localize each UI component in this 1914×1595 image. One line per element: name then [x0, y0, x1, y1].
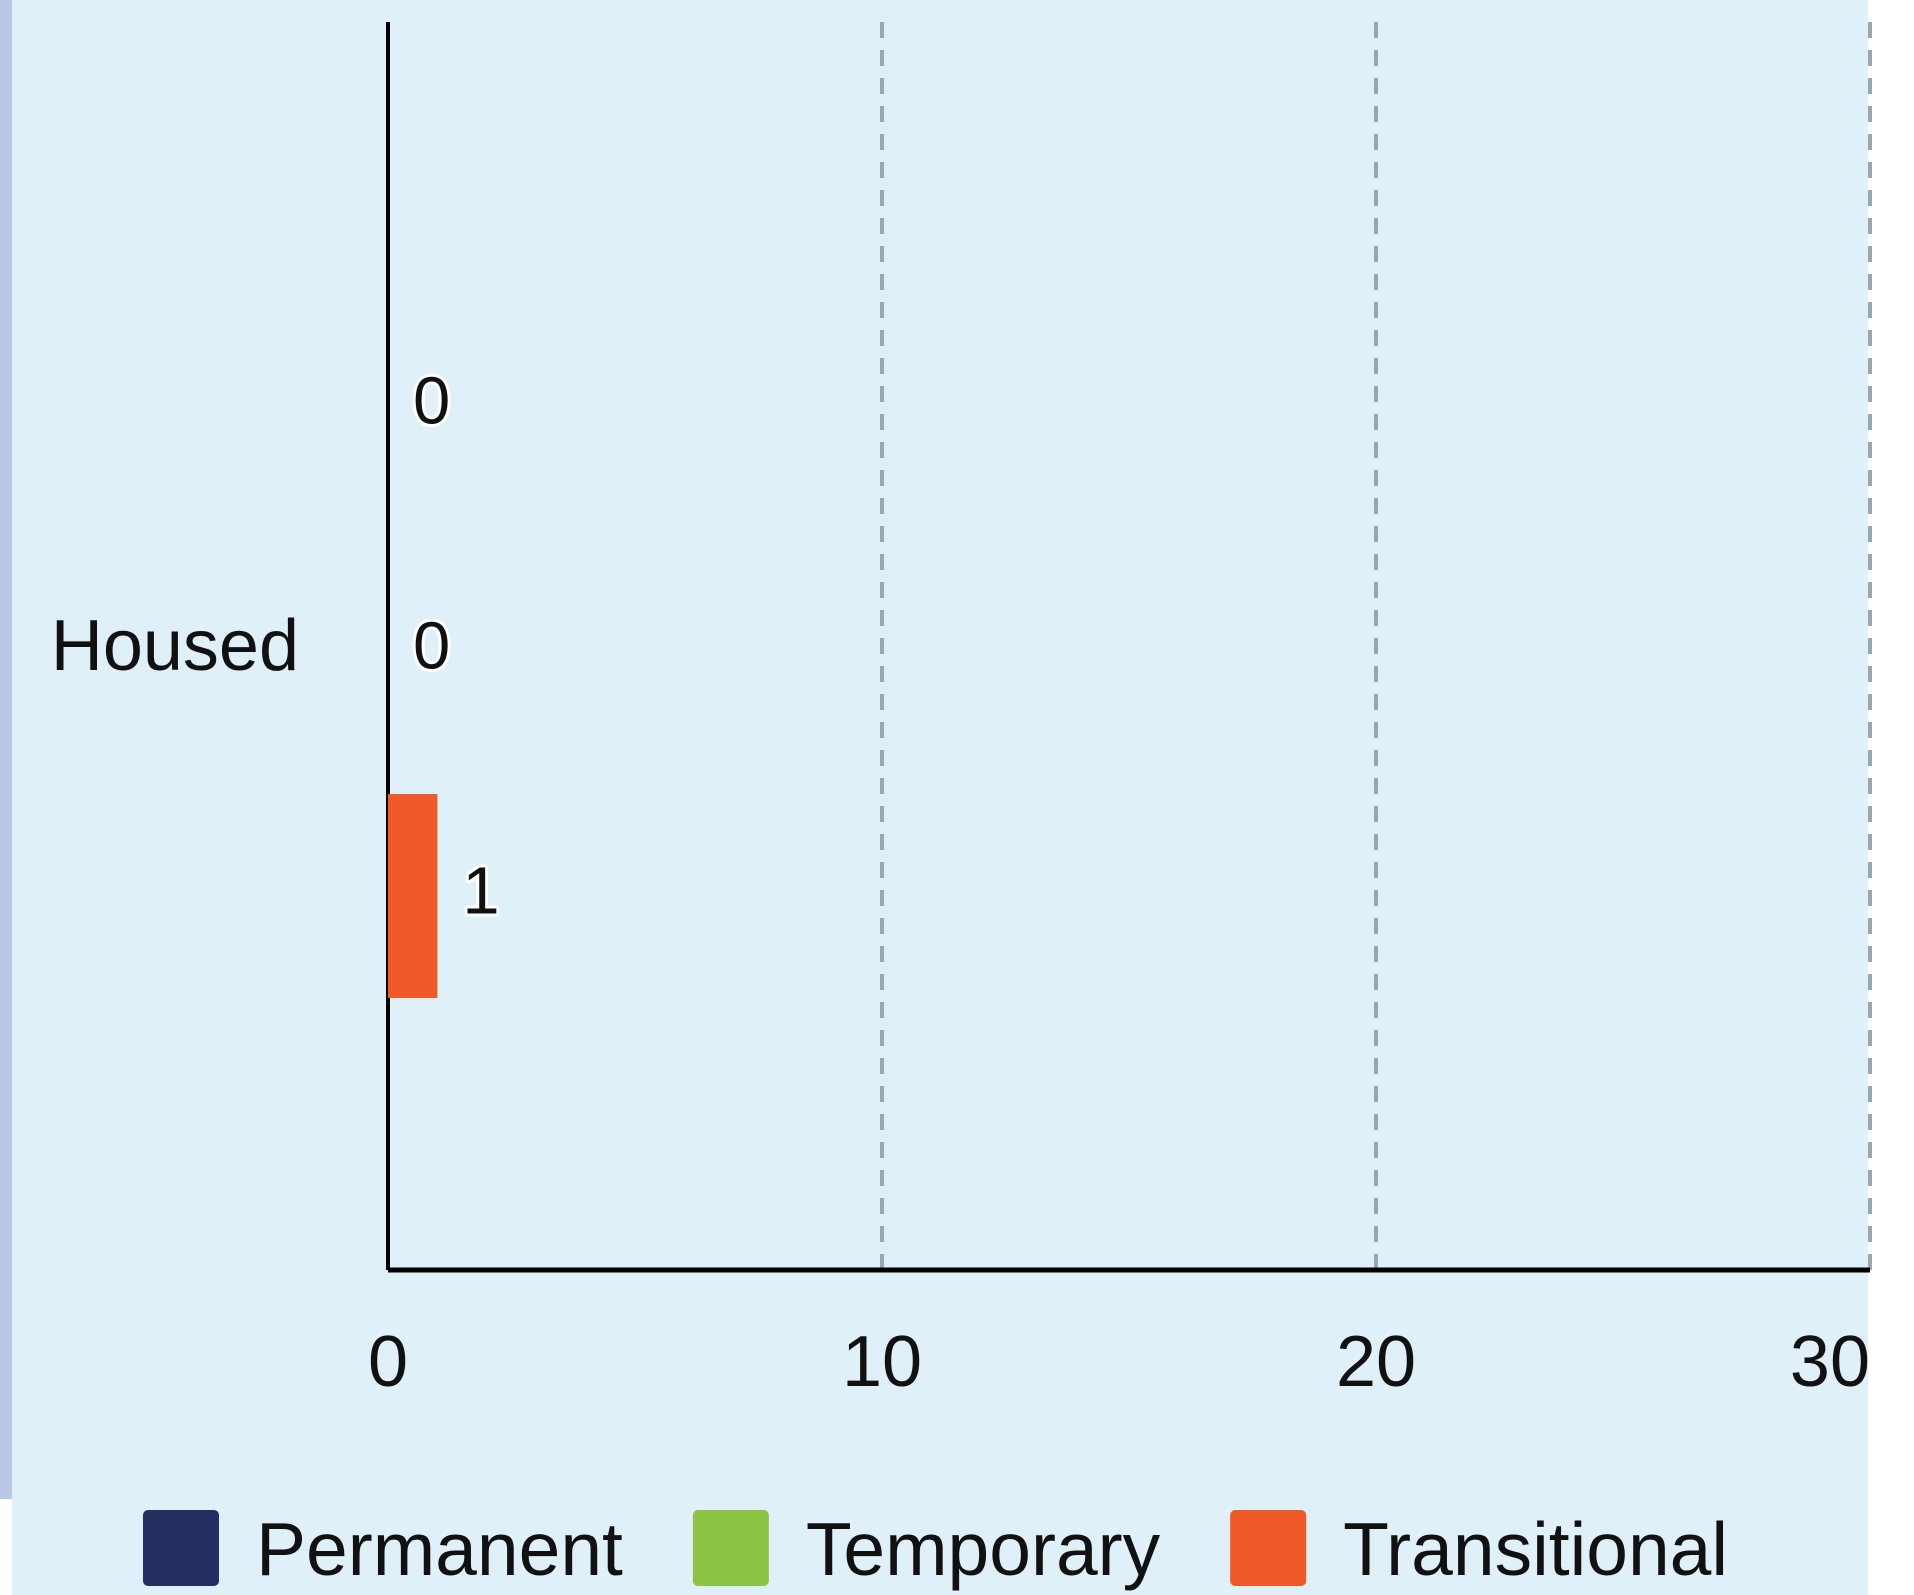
legend-swatch [143, 1510, 219, 1586]
legend-label: Transitional [1343, 1507, 1728, 1591]
legend-swatch [693, 1510, 769, 1586]
chart: 0 10 20 30 Housed 0 0 1 Permanent Temporary Transi… [0, 0, 1914, 1595]
background-image-edge [0, 0, 12, 1499]
legend-label: Permanent [256, 1507, 623, 1591]
value-label: 0 [413, 609, 450, 684]
x-tick-label: 10 [842, 1322, 922, 1402]
page: {"chart_data": {"type": "hbar", "categor… [0, 0, 1914, 1595]
value-label: 0 [413, 364, 450, 439]
x-tick-label: 30 [1790, 1322, 1870, 1402]
chart-background [12, 0, 1868, 1595]
legend-swatch [1230, 1510, 1306, 1586]
y-tick-label: Housed [51, 606, 299, 686]
legend-label: Temporary [806, 1507, 1161, 1591]
bar [388, 794, 437, 998]
x-tick-label: 0 [368, 1322, 408, 1402]
x-tick-label: 20 [1336, 1322, 1416, 1402]
value-label: 1 [462, 854, 499, 929]
